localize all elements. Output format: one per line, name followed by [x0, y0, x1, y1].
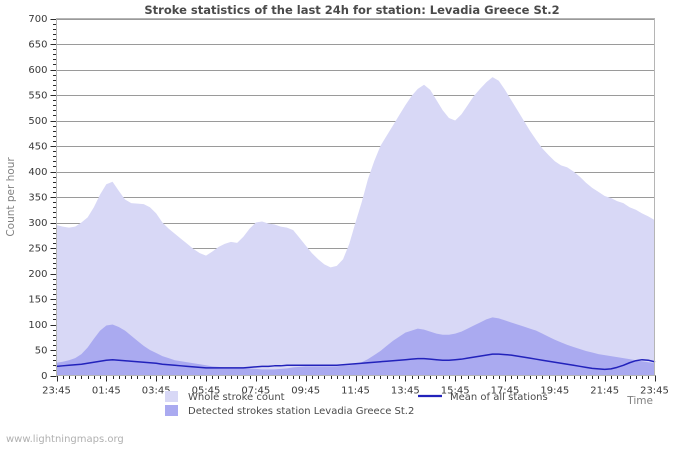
y-axis-tick-label: 400	[28, 167, 47, 178]
x-axis-tick-label: 03:45	[142, 386, 171, 397]
legend-item[interactable]: Mean of all stations	[418, 392, 548, 403]
x-axis-title: Time	[626, 395, 653, 407]
y-axis-tick-label: 300	[28, 218, 47, 229]
x-axis-tick-label: 19:45	[540, 386, 569, 397]
legend-swatch-icon	[165, 391, 178, 402]
page-title: Stroke statistics of the last 24h for st…	[144, 3, 559, 17]
legend-item[interactable]: Whole stroke count	[165, 391, 285, 403]
y-axis-tick-label: 100	[28, 320, 47, 331]
x-axis-tick-label: 01:45	[92, 386, 121, 397]
x-axis-tick-label: 15:45	[441, 386, 470, 397]
legend-label: Whole stroke count	[188, 392, 285, 403]
plot-area-border	[56, 18, 655, 376]
y-axis-tick-label: 450	[28, 142, 47, 153]
y-axis-tick-label: 350	[28, 193, 47, 204]
x-axis-tick-label: 21:45	[590, 386, 619, 397]
x-axis-tick-label: 11:45	[341, 386, 370, 397]
y-axis-tick-label: 200	[28, 269, 47, 280]
legend: Whole stroke count Detected strokes stati…	[165, 391, 548, 417]
y-axis-ticks	[50, 18, 57, 378]
x-axis-tick-label: 13:45	[391, 386, 420, 397]
x-axis-tick-label: 17:45	[491, 386, 520, 397]
y-axis-tick-label: 550	[28, 91, 47, 102]
x-axis-ticks	[56, 375, 657, 382]
x-axis-tick-label: 23:45	[42, 386, 71, 397]
y-axis-tick-label: 50	[35, 346, 48, 357]
series-area	[56, 317, 655, 376]
y-axis-tick-label: 150	[28, 295, 47, 306]
y-axis-tick-label: 0	[41, 371, 47, 382]
x-axis-tick-label: 07:45	[241, 386, 270, 397]
y-axis-tick-label: 600	[28, 65, 47, 76]
y-axis-title: Count per hour	[5, 157, 17, 237]
y-axis-tick-label: 500	[28, 116, 47, 127]
legend-swatch-icon	[165, 405, 178, 416]
x-axis-labels: 23:45 01:45 03:45 05:45 07:45 09:45 11:45 13:45…	[42, 386, 669, 397]
chart-series	[55, 77, 656, 376]
y-axis-tick-label: 250	[28, 244, 47, 255]
legend-item[interactable]: Detected strokes station Levadia Greece …	[165, 405, 414, 417]
legend-label: Mean of all stations	[450, 392, 548, 403]
y-axis-tick-label: 700	[28, 14, 47, 25]
x-axis-tick-label: 23:45	[640, 386, 669, 397]
x-axis-tick-label: 05:45	[192, 386, 221, 397]
legend-label: Detected strokes station Levadia Greece …	[188, 406, 414, 417]
series-line	[55, 353, 656, 371]
x-axis-tick-label: 09:45	[291, 386, 320, 397]
series-area	[56, 77, 655, 376]
watermark-label: www.lightningmaps.org	[6, 434, 124, 445]
y-axis-labels: 0 50 100 150 200 250 300 350 400 450 500 550 600 650 7…	[28, 14, 47, 382]
y-axis-tick-label: 650	[28, 40, 47, 51]
